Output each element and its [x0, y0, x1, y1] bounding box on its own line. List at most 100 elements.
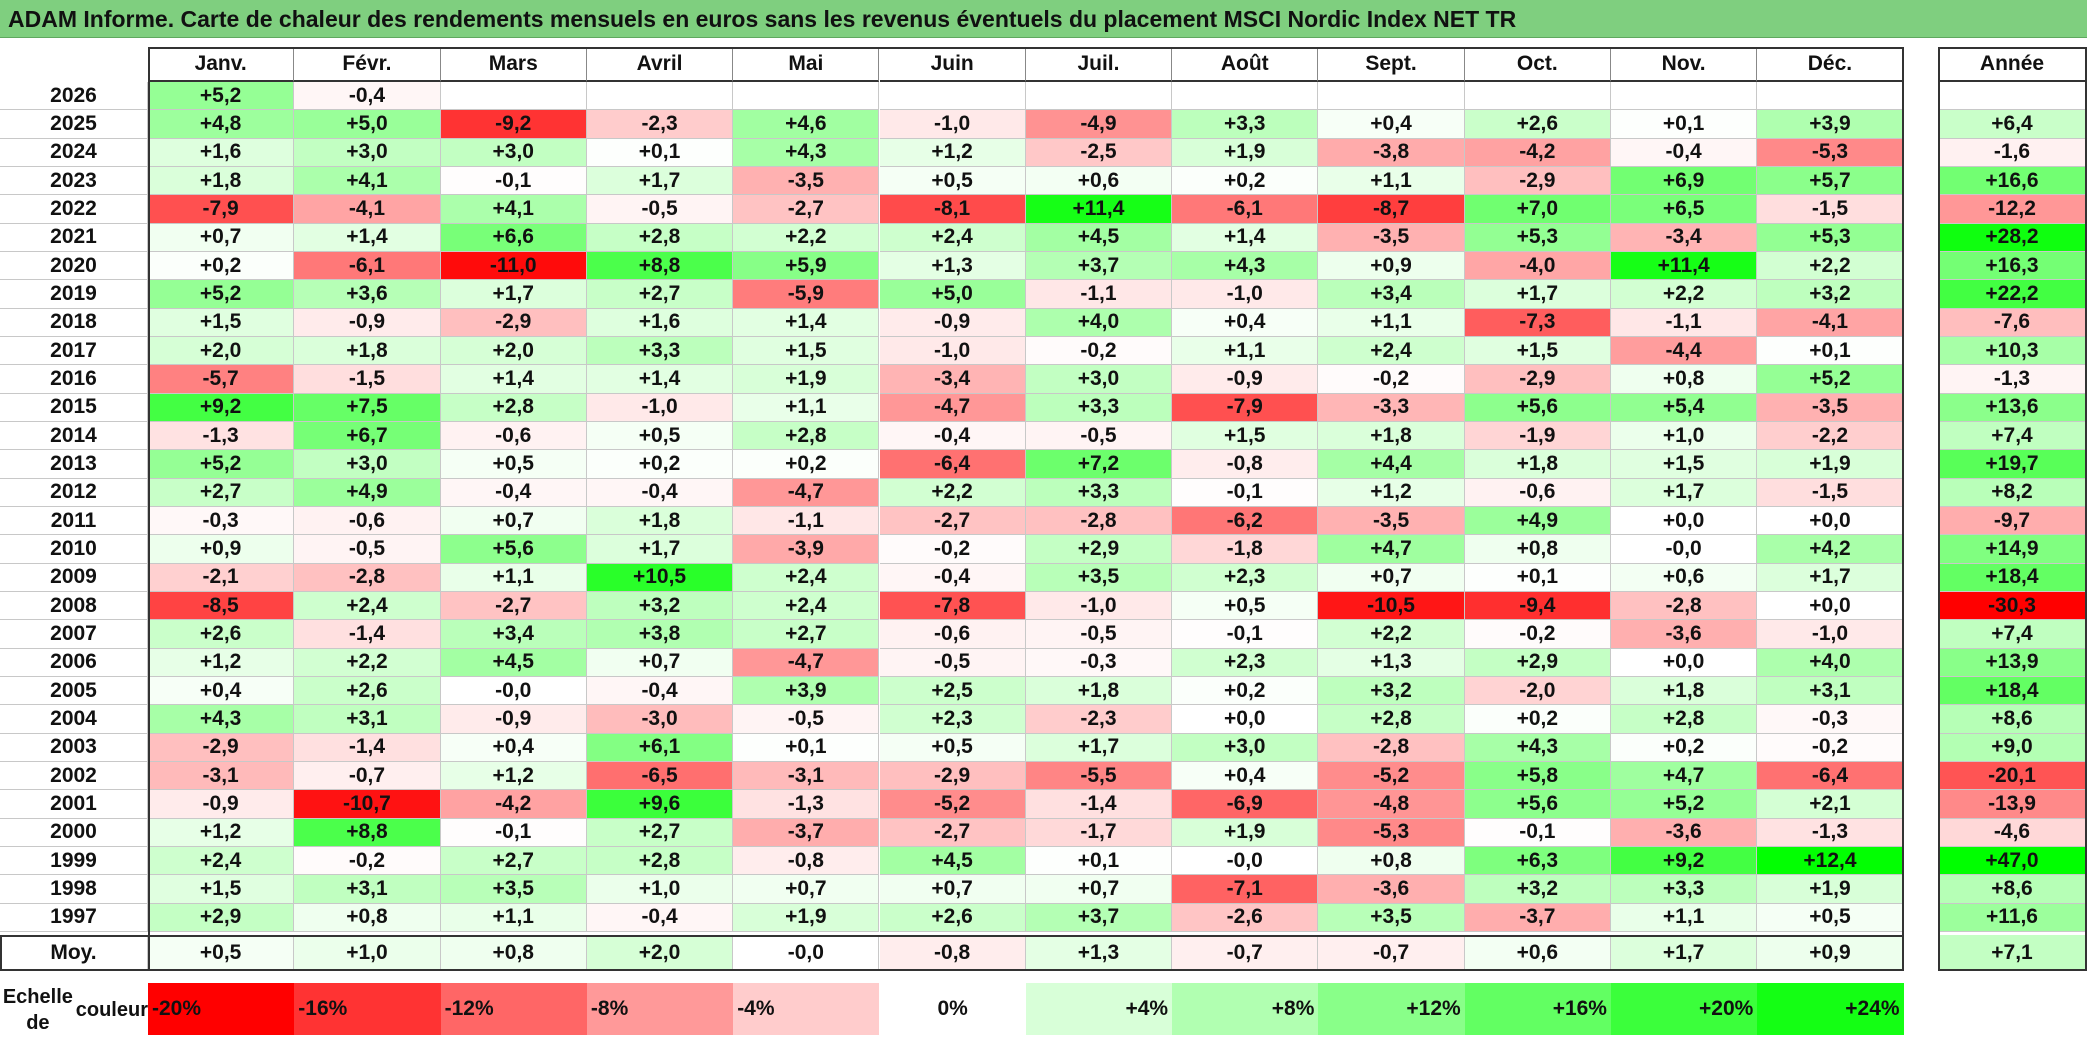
heatmap-cell: -0,8 [1172, 450, 1319, 479]
heatmap-cell: +1,0 [586, 875, 734, 904]
heatmap-cell: -0,6 [440, 421, 587, 451]
heatmap-cell: +2,9 [1464, 648, 1611, 677]
heatmap-cell: +5,8 [1464, 761, 1611, 791]
heatmap-cell: +2,9 [148, 903, 295, 932]
heatmap-cell: +2,3 [1172, 563, 1319, 592]
heatmap-cell: +0,2 [1172, 676, 1319, 706]
heatmap-cell: -1,0 [1025, 591, 1173, 621]
heatmap-cell: +1,4 [733, 308, 880, 337]
heatmap-cell: +0,1 [1464, 563, 1611, 592]
heatmap-cell: -0,2 [879, 535, 1026, 564]
heatmap-cell: +0,8 [1464, 535, 1611, 564]
average-row-label: Moy. [0, 935, 148, 971]
row-year-label: 2023 [0, 166, 148, 196]
heatmap-cell: +3,7 [1025, 251, 1173, 281]
heatmap-cell: +4,6 [733, 110, 880, 139]
heatmap-cell: -0,6 [1464, 478, 1611, 507]
heatmap-cell: +0,5 [879, 166, 1026, 196]
heatmap-cell: +3,1 [1757, 676, 1904, 706]
heatmap-cell: +3,5 [440, 875, 587, 904]
average-cell: +0,9 [1757, 935, 1904, 971]
heatmap-cell: -1,0 [879, 110, 1026, 139]
heatmap-cell: +4,0 [1025, 308, 1173, 337]
heatmap-cell: +3,0 [1172, 733, 1319, 762]
heatmap-cell: -4,8 [1318, 790, 1465, 819]
heatmap-cell: +1,4 [440, 365, 587, 394]
heatmap-cell: +0,7 [1318, 563, 1465, 592]
heatmap-cell: -10,7 [294, 790, 441, 819]
header-month: Avril [586, 47, 734, 82]
heatmap-cell: +1,5 [1464, 336, 1611, 366]
row-year-label: 2015 [0, 393, 148, 422]
heatmap-cell: +1,3 [1318, 648, 1465, 677]
heatmap-cell: -3,1 [148, 761, 295, 791]
heatmap-cell: -1,5 [1757, 478, 1904, 507]
heatmap-cell: +0,5 [1757, 903, 1904, 932]
heatmap-cell: +1,1 [1318, 308, 1465, 337]
heatmap-cell: -8,5 [148, 591, 295, 621]
heatmap-cell: +1,5 [148, 308, 295, 337]
heatmap-cell: -0,4 [586, 676, 734, 706]
heatmap-cell: -1,1 [733, 506, 880, 536]
color-scale-step: -8% [586, 983, 734, 1035]
heatmap-cell: +4,5 [879, 846, 1026, 876]
heatmap-cell: -2,7 [440, 591, 587, 621]
heatmap-cell: +1,2 [148, 648, 295, 677]
row-year-label: 2006 [0, 648, 148, 677]
heatmap-cell: +3,4 [440, 620, 587, 649]
heatmap-cell: +3,0 [294, 450, 441, 479]
heatmap-cell: +0,8 [294, 903, 441, 932]
heatmap-cell: +0,4 [1172, 308, 1319, 337]
heatmap-cell: -0,2 [1318, 365, 1465, 394]
average-cell: -0,7 [1318, 935, 1465, 971]
heatmap-cell: +5,6 [1464, 393, 1611, 422]
heatmap-cell: -0,5 [1025, 421, 1173, 451]
heatmap-cell: +4,3 [1172, 251, 1319, 281]
heatmap-cell: -2,3 [1025, 705, 1173, 734]
heatmap-cell: -0,2 [1757, 733, 1904, 762]
heatmap-cell: +4,0 [1757, 648, 1904, 677]
heatmap-cell: -0,3 [1025, 648, 1173, 677]
heatmap-cell: +4,7 [1611, 761, 1758, 791]
heatmap-cell: +4,7 [1318, 535, 1465, 564]
heatmap-cell: +11,4 [1025, 195, 1173, 224]
heatmap-cell: +3,5 [1318, 903, 1465, 932]
heatmap-cell: -0,3 [1757, 705, 1904, 734]
annual-cell: -20,1 [1938, 761, 2087, 791]
row-year-label: 2011 [0, 506, 148, 536]
heatmap-cell: +2,9 [1025, 535, 1173, 564]
heatmap-cell: +1,5 [1172, 421, 1319, 451]
heatmap-cell: +5,0 [879, 280, 1026, 309]
heatmap-cell: -1,3 [1757, 818, 1904, 847]
heatmap-cell: -3,1 [733, 761, 880, 791]
heatmap-cell: +2,0 [148, 336, 295, 366]
heatmap-cell: +0,7 [879, 875, 1026, 904]
heatmap-cell: -4,7 [733, 648, 880, 677]
row-year-label: 2024 [0, 138, 148, 167]
heatmap-cell: +0,7 [440, 506, 587, 536]
heatmap-cell: +1,7 [440, 280, 587, 309]
heatmap-cell: +12,4 [1757, 846, 1904, 876]
header-month: Oct. [1464, 47, 1611, 82]
row-year-label: 2020 [0, 251, 148, 281]
heatmap-cell: +0,7 [586, 648, 734, 677]
row-year-label: 2022 [0, 195, 148, 224]
heatmap-cell: +0,9 [148, 535, 295, 564]
row-year-label: 2005 [0, 676, 148, 706]
heatmap-cell: +1,6 [148, 138, 295, 167]
heatmap-cell: +2,3 [879, 705, 1026, 734]
heatmap-cell: +3,9 [733, 676, 880, 706]
heatmap-cell: -1,7 [1025, 818, 1173, 847]
annual-cell [1938, 82, 2087, 111]
heatmap-cell: -0,0 [1172, 846, 1319, 876]
heatmap-cell: -2,9 [148, 733, 295, 762]
row-year-label: 2007 [0, 620, 148, 649]
heatmap-cell: +0,0 [1611, 506, 1758, 536]
heatmap-cell: +3,3 [1025, 478, 1173, 507]
heatmap-cell: +6,6 [440, 223, 587, 252]
row-year-label: 2019 [0, 280, 148, 309]
heatmap-cell: +1,8 [1025, 676, 1173, 706]
heatmap-cell: +0,8 [1611, 365, 1758, 394]
row-year-label: 2003 [0, 733, 148, 762]
heatmap-cell: +5,2 [1611, 790, 1758, 819]
